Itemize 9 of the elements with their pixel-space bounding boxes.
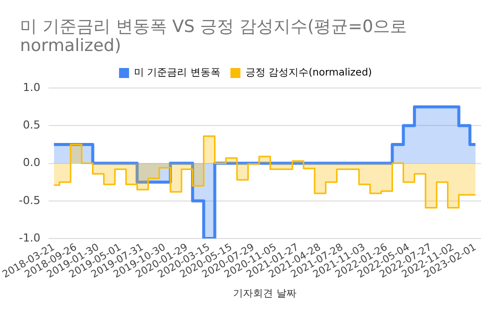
- y-tick-label: 0.0: [22, 156, 40, 170]
- y-tick-label: -0.5: [18, 194, 40, 207]
- y-tick-label: -1.0: [18, 231, 40, 244]
- legend-label: 미 기준금리 변동폭: [134, 68, 220, 79]
- y-tick-label: 1.0: [22, 80, 40, 94]
- y-tick-label: 0.5: [22, 118, 40, 132]
- legend-label: 긍정 감성지수(normalized): [245, 68, 372, 79]
- chart-title: 미 기준금리 변동폭 VS 긍정 감성지수(평균=0으로 normalized): [20, 17, 408, 56]
- x-axis-title: 기자회견 날짜: [233, 288, 296, 300]
